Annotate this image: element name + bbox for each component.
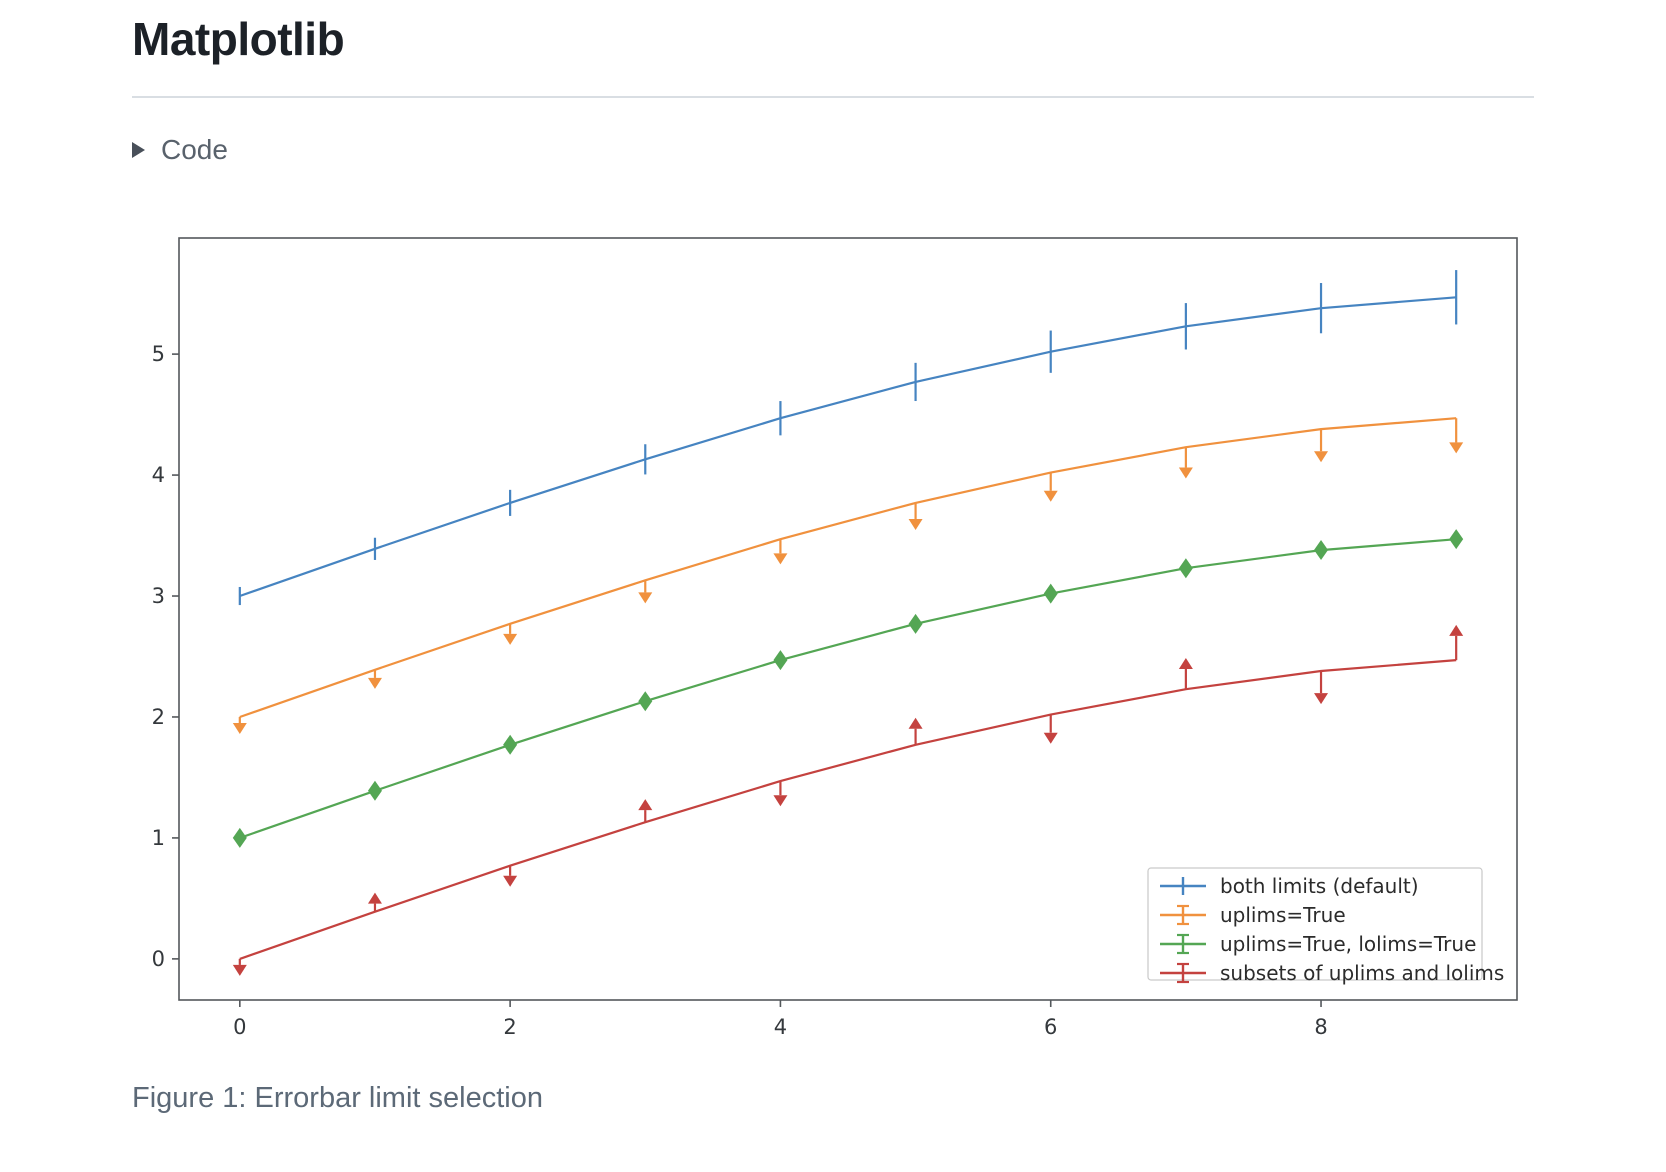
caret-diamond-icon: [1043, 583, 1058, 604]
caret-diamond-icon: [1449, 529, 1464, 550]
caret-down-icon: [1314, 451, 1329, 463]
series-line: [239, 659, 1457, 960]
caret-diamond-icon: [908, 613, 923, 634]
caret-down-icon: [908, 518, 923, 530]
caret-down-icon: [1449, 442, 1464, 454]
errorbar-figure: 0 2 4 6 8 0 1 2 3 4 5 both limits (default) uplims=T…: [128, 208, 1548, 1068]
caret-diamond-icon: [367, 780, 382, 801]
code-disclosure-summary[interactable]: Code: [132, 134, 228, 166]
legend-label: both limits (default): [1220, 874, 1419, 898]
x-tick-label: 6: [1044, 1015, 1057, 1039]
x-axis: 0 2 4 6 8: [233, 1000, 1328, 1039]
caret-down-icon: [232, 723, 247, 735]
caret-diamond-icon: [1178, 558, 1193, 579]
y-axis: 0 1 2 3 4 5: [152, 342, 179, 971]
caret-up-icon: [908, 717, 923, 729]
x-tick-label: 2: [503, 1015, 516, 1039]
caret-diamond-icon: [503, 734, 518, 755]
caret-down-icon: [1043, 490, 1058, 502]
y-tick-label: 3: [152, 584, 165, 608]
legend-row-1: uplims=True: [1160, 903, 1346, 927]
caret-diamond-icon: [232, 827, 247, 848]
y-tick-label: 0: [152, 947, 165, 971]
y-tick-label: 4: [152, 463, 165, 487]
caret-up-icon: [1449, 624, 1464, 636]
plot-frame: [178, 237, 1518, 1001]
caret-down-icon: [503, 875, 518, 887]
code-disclosure[interactable]: Code: [132, 134, 228, 166]
series-1: [232, 417, 1464, 735]
legend-box: [1147, 867, 1483, 981]
legend-row-2: uplims=True, lolims=True: [1160, 932, 1476, 956]
caret-down-icon: [232, 964, 247, 976]
caret-diamond-icon: [638, 691, 653, 712]
x-tick-label: 4: [774, 1015, 787, 1039]
caret-up-icon: [638, 799, 653, 811]
legend-label: uplims=True: [1220, 903, 1346, 927]
series-line: [239, 296, 1457, 598]
disclosure-triangle-icon: [132, 142, 145, 158]
caret-up-icon: [367, 892, 382, 904]
caret-up-icon: [1178, 657, 1193, 669]
caret-down-icon: [503, 633, 518, 645]
caret-diamond-icon: [773, 650, 788, 671]
caret-down-icon: [773, 553, 788, 565]
caret-down-icon: [367, 677, 382, 689]
figure-caption: Figure 1: Errorbar limit selection: [132, 1082, 543, 1114]
y-tick-label: 1: [152, 826, 165, 850]
series-3: [232, 624, 1464, 976]
legend-label: uplims=True, lolims=True: [1220, 932, 1476, 956]
errorbar-chart-svg: 0 2 4 6 8 0 1 2 3 4 5 both limits (default) uplims=T…: [152, 237, 1518, 1039]
caret-down-icon: [638, 592, 653, 604]
legend: both limits (default) uplims=True uplims=T…: [1147, 867, 1504, 985]
caret-diamond-icon: [1314, 540, 1329, 561]
series-line: [239, 417, 1457, 719]
series-line: [239, 538, 1457, 839]
caret-down-icon: [1314, 693, 1329, 705]
caret-down-icon: [773, 795, 788, 807]
x-tick-label: 0: [233, 1015, 246, 1039]
page-title: Matplotlib: [132, 13, 345, 65]
caret-down-icon: [1043, 732, 1058, 744]
legend-label: subsets of uplims and lolims: [1220, 961, 1504, 985]
caret-down-icon: [1178, 467, 1193, 479]
y-tick-label: 2: [152, 705, 165, 729]
series-2: [232, 529, 1464, 848]
y-tick-label: 5: [152, 342, 165, 366]
legend-row-3: subsets of uplims and lolims: [1160, 961, 1504, 985]
x-tick-label: 8: [1314, 1015, 1327, 1039]
series-0: [238, 270, 1458, 606]
divider: [132, 96, 1534, 98]
legend-row-0: both limits (default): [1160, 874, 1419, 898]
code-disclosure-label: Code: [161, 134, 228, 165]
